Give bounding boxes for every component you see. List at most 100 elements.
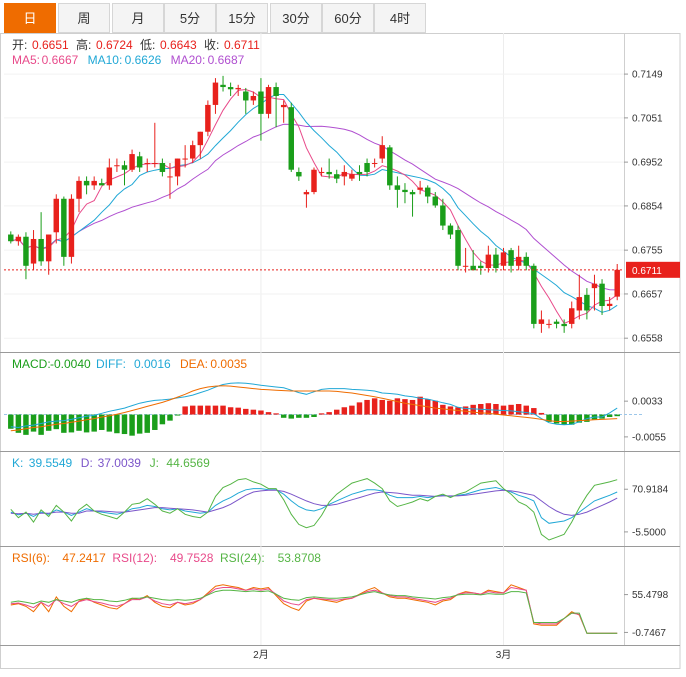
rsi-line-2 [10,589,618,634]
macd-bar-8 [68,414,75,433]
candle-body-27 [212,82,219,105]
kdj-line-0 [10,486,618,524]
candle-body-66 [508,250,514,266]
candle-body-44 [341,171,348,177]
rsi-info-value-2: 53.8708 [278,551,322,565]
macd-bar-33 [258,410,264,415]
candle-body-19 [152,163,158,165]
macd-bar-10 [83,414,90,433]
candle-body-5 [45,234,52,262]
candle-body-21 [167,176,173,178]
candle-body-67 [515,256,522,266]
macd-bar-46 [356,402,363,415]
macd-bar-64 [493,404,499,415]
tab-3[interactable]: 5分 [164,3,216,33]
macd-bar-66 [508,404,514,415]
tab-1[interactable]: 周 [58,3,110,33]
macd-bar-3 [30,414,37,432]
tab-4[interactable]: 15分 [216,3,268,33]
rsi-info-value-1: 49.7528 [170,551,214,565]
rsi-info-value-0: 47.2417 [62,551,106,565]
tab-7[interactable]: 4时 [374,3,426,33]
candle-body-3 [30,238,37,264]
macd-bar-6 [53,414,60,430]
candle-body-77 [591,283,598,289]
macd-bar-35 [273,413,279,415]
period-tab-bar: 日周月 5分 15分 30分 60分 4时 [0,0,686,36]
candle-body-65 [500,252,507,266]
rsi-y-tick-label-1: -0.7467 [632,628,666,639]
macd-bar-80 [614,414,620,417]
candle-body-52 [402,189,408,193]
candle-body-78 [599,283,605,307]
tab-5[interactable]: 30分 [270,3,322,33]
macd-y-tick-label-0: 0.0033 [632,397,663,408]
macd-bar-1 [15,414,22,433]
macd-bar-73 [561,414,567,425]
candle-body-54 [417,187,423,190]
candle-body-1 [15,236,22,242]
macd-bar-44 [341,407,348,415]
candle-body-13 [106,167,113,186]
macd-bar-2 [23,414,29,435]
kdj-y-tick-label-1: -5.5000 [632,527,666,538]
rsi-info-label-2: RSI(24): [220,551,265,565]
candle-body-49 [379,145,385,159]
candle-body-39 [303,192,310,195]
rsi-line-1 [10,586,618,634]
main-y-tick-label-0: 0.7149 [632,70,663,81]
macd-bar-42 [326,412,332,415]
ma10-line [10,94,618,313]
tab-6[interactable]: 60分 [322,3,374,33]
candle-body-36 [280,104,287,108]
candle-body-26 [205,104,211,132]
candle-body-63 [485,254,492,269]
macd-bar-58 [447,406,454,415]
macd-bar-9 [76,414,82,431]
kdj-info-value-2: 44.6569 [166,456,210,470]
candle-body-0 [8,234,14,242]
ma5-line [10,88,618,325]
macd-info-label-0: MACD: [12,357,51,371]
candle-body-69 [531,265,537,324]
tab-0[interactable]: 日 [4,3,56,33]
candle-body-8 [68,198,75,257]
macd-bar-48 [371,398,378,415]
rsi-y-tick-label-0: 55.4798 [632,590,669,601]
macd-bar-28 [220,405,226,415]
macd-y-tick-label-1: -0.0055 [632,432,666,443]
main-y-tick-label-5: 0.6657 [632,289,663,300]
candle-body-6 [53,198,60,233]
candle-body-7 [61,198,67,257]
candle-body-68 [523,256,529,266]
candle-body-16 [129,154,135,170]
candle-body-75 [576,297,583,311]
candle-body-79 [606,303,613,307]
rsi-info-label-1: RSI(12): [112,551,157,565]
macd-bar-47 [364,399,370,415]
macd-bar-74 [568,414,575,425]
macd-bar-70 [538,412,545,415]
chart-frame [0,33,681,669]
candle-body-46 [356,171,363,175]
macd-bar-49 [379,399,385,415]
macd-bar-36 [280,414,287,418]
macd-bar-51 [394,398,401,415]
macd-bar-20 [159,414,166,425]
candle-body-20 [159,163,166,172]
kdj-line-1 [10,489,618,516]
candle-body-30 [235,87,241,90]
main-y-tick-label-4: 0.6755 [632,246,663,257]
ohlc-value-1: 0.6724 [96,38,133,52]
candle-body-38 [296,171,302,177]
candle-body-31 [243,91,249,101]
macd-bar-19 [152,414,158,430]
tab-2[interactable]: 月 [112,3,164,33]
candle-body-43 [334,174,340,179]
candle-body-15 [121,165,128,170]
macd-bar-61 [470,404,476,415]
macd-bar-45 [349,405,355,415]
macd-bar-75 [576,414,583,423]
x-axis-label-0: 2月 [253,649,269,661]
candle-body-40 [311,169,317,193]
